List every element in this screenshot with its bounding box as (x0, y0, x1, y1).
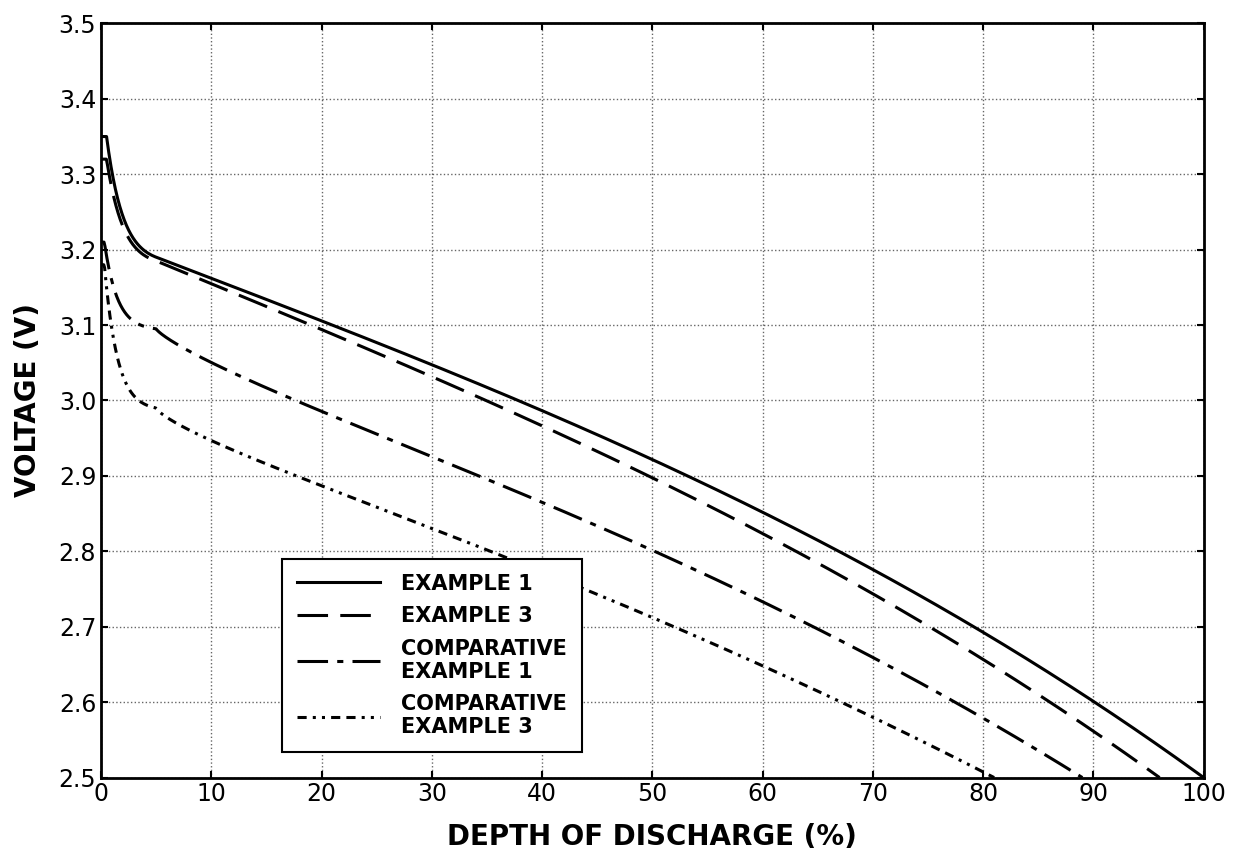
EXAMPLE 3 (1152, 772, 1167, 783)
COMPARATIVE
EXAMPLE 1 (526, 493, 541, 503)
EXAMPLE 3 (939, 631, 954, 642)
EXAMPLE 3 (559, 432, 574, 443)
EXAMPLE 3 (522, 414, 537, 425)
EXAMPLE 1 (539, 407, 554, 418)
COMPARATIVE
EXAMPLE 3 (185, 426, 200, 437)
COMPARATIVE
EXAMPLE 1 (93, 237, 108, 247)
Line: COMPARATIVE
EXAMPLE 1: COMPARATIVE EXAMPLE 1 (100, 242, 1083, 778)
COMPARATIVE
EXAMPLE 1 (877, 658, 892, 669)
EXAMPLE 1 (93, 131, 108, 142)
COMPARATIVE
EXAMPLE 3 (707, 639, 722, 650)
COMPARATIVE
EXAMPLE 1 (768, 603, 782, 613)
EXAMPLE 1 (851, 556, 866, 567)
Legend: EXAMPLE 1, EXAMPLE 3, COMPARATIVE
EXAMPLE 1, COMPARATIVE
EXAMPLE 3: EXAMPLE 1, EXAMPLE 3, COMPARATIVE EXAMPL… (283, 559, 582, 752)
Y-axis label: VOLTAGE (V): VOLTAGE (V) (14, 304, 42, 497)
COMPARATIVE
EXAMPLE 3 (790, 676, 805, 687)
EXAMPLE 3 (821, 563, 836, 573)
COMPARATIVE
EXAMPLE 3 (455, 535, 470, 546)
EXAMPLE 1 (206, 274, 221, 285)
COMPARATIVE
EXAMPLE 3 (487, 548, 502, 558)
Line: EXAMPLE 3: EXAMPLE 3 (100, 159, 1159, 778)
COMPARATIVE
EXAMPLE 1 (859, 649, 874, 659)
COMPARATIVE
EXAMPLE 3 (93, 260, 108, 270)
EXAMPLE 1 (954, 614, 968, 625)
COMPARATIVE
EXAMPLE 1 (1075, 772, 1090, 783)
Line: EXAMPLE 1: EXAMPLE 1 (100, 137, 1204, 778)
X-axis label: DEPTH OF DISCHARGE (%): DEPTH OF DISCHARGE (%) (448, 823, 857, 851)
Line: COMPARATIVE
EXAMPLE 3: COMPARATIVE EXAMPLE 3 (100, 265, 994, 778)
EXAMPLE 1 (579, 425, 594, 435)
EXAMPLE 1 (973, 625, 988, 636)
EXAMPLE 3 (919, 620, 934, 631)
COMPARATIVE
EXAMPLE 3 (806, 684, 821, 695)
EXAMPLE 1 (1197, 772, 1211, 783)
COMPARATIVE
EXAMPLE 1 (491, 478, 506, 489)
EXAMPLE 3 (93, 154, 108, 164)
EXAMPLE 3 (202, 278, 217, 288)
COMPARATIVE
EXAMPLE 1 (193, 352, 208, 362)
COMPARATIVE
EXAMPLE 3 (987, 772, 1002, 783)
